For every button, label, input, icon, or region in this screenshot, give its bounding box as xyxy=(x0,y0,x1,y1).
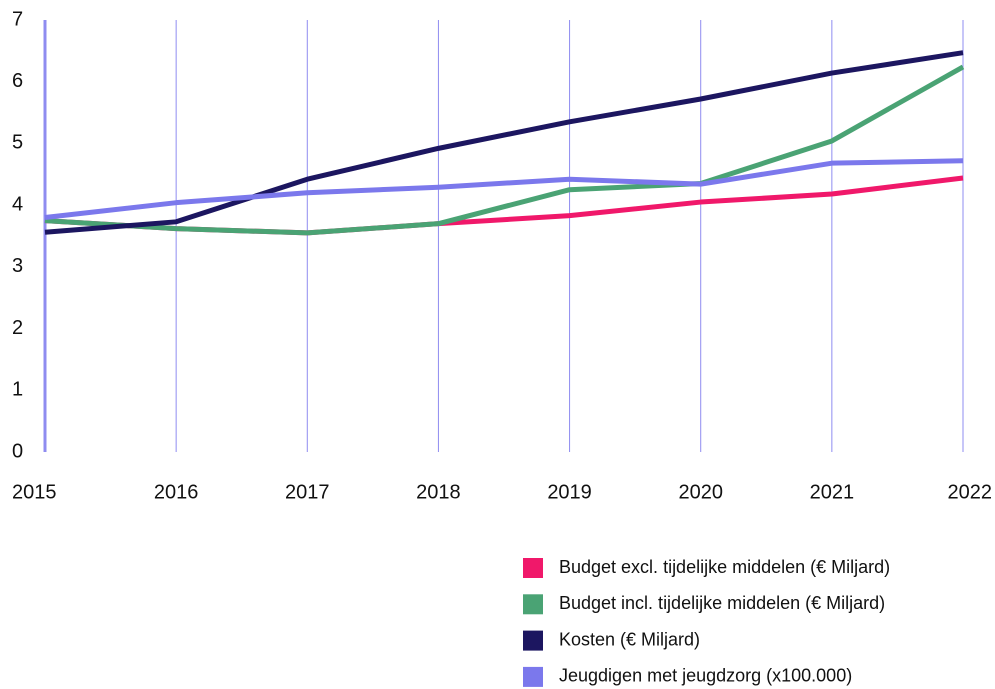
x-tick-label: 2019 xyxy=(547,481,592,503)
x-tick-label: 2020 xyxy=(678,481,723,503)
legend-label: Budget incl. tijdelijke middelen (€ Milj… xyxy=(559,593,885,613)
x-tick-label: 2015 xyxy=(12,481,57,503)
y-tick-label: 7 xyxy=(12,8,23,30)
legend-label: Budget excl. tijdelijke middelen (€ Milj… xyxy=(559,557,890,577)
x-tick-label: 2018 xyxy=(416,481,461,503)
y-tick-label: 2 xyxy=(12,317,23,339)
legend-swatch xyxy=(523,594,543,615)
x-tick-label: 2016 xyxy=(154,481,199,503)
y-tick-label: 6 xyxy=(12,70,23,92)
y-tick-label: 1 xyxy=(12,379,23,401)
y-tick-label: 0 xyxy=(12,440,23,462)
y-tick-label: 3 xyxy=(12,255,23,277)
legend-swatch xyxy=(523,630,543,651)
series-line xyxy=(44,64,965,236)
x-tick-label: 2021 xyxy=(810,481,855,503)
x-tick-label: 2017 xyxy=(285,481,330,503)
x-tick-label: 2022 xyxy=(948,481,993,503)
series-line xyxy=(44,158,964,220)
legend-label: Kosten (€ Miljard) xyxy=(559,629,700,649)
legend-swatch xyxy=(523,558,543,578)
legend-swatch xyxy=(523,666,543,687)
legend-label: Jeugdigen met jeugdzorg (x100.000) xyxy=(559,666,852,686)
y-tick-label: 5 xyxy=(12,132,23,154)
series-line xyxy=(44,50,964,235)
y-tick-label: 4 xyxy=(12,193,23,215)
